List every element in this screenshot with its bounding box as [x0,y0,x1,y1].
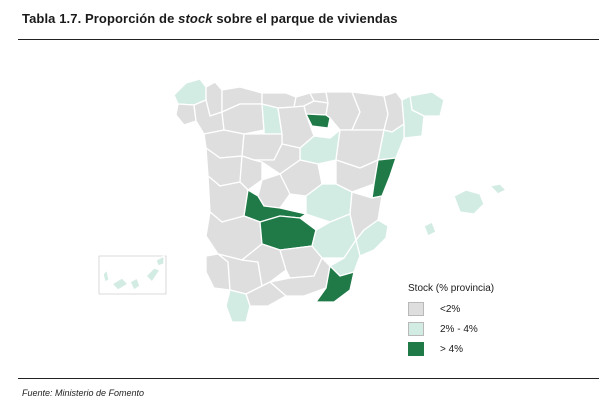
province-segovia [253,143,301,175]
legend-swatch-high [408,342,424,356]
province-tenerife [111,277,129,291]
province-pontevedra [175,103,197,126]
bottom-rule [18,378,599,379]
legend-item-low: <2% [408,300,494,318]
legend-label-mid: 2% - 4% [440,323,478,335]
legend-swatch-mid [408,322,424,336]
province-la-palma [102,269,110,283]
province-fuerteventura [145,267,161,283]
top-rule [18,39,599,40]
province-la-rioja [305,113,331,129]
legend-label-high: > 4% [440,343,464,355]
page-title: Tabla 1.7. Proporción de stock sobre el … [22,11,398,26]
province-lanzarote [155,255,165,267]
province-mallorca [453,189,485,215]
province-ciudad-real [259,215,317,251]
province-a-coruna [173,78,207,106]
canary-islands-frame [98,255,167,295]
legend-swatch-low [408,302,424,316]
province-cordoba [241,243,287,287]
legend-label-low: <2% [440,303,461,315]
province-almeria [315,265,355,303]
province-gran-canaria [129,277,141,291]
province-ibiza [423,221,437,237]
legend-item-mid: 2% - 4% [408,320,494,338]
province-cadiz [225,289,251,323]
province-menorca [489,183,507,195]
source-note: Fuente: Ministerio de Fomento [22,388,145,398]
map-legend: Stock (% provincia) <2% 2% - 4% > 4% [408,283,494,360]
province-leon [221,103,265,135]
legend-item-high: > 4% [408,340,494,358]
legend-title: Stock (% provincia) [408,283,495,294]
